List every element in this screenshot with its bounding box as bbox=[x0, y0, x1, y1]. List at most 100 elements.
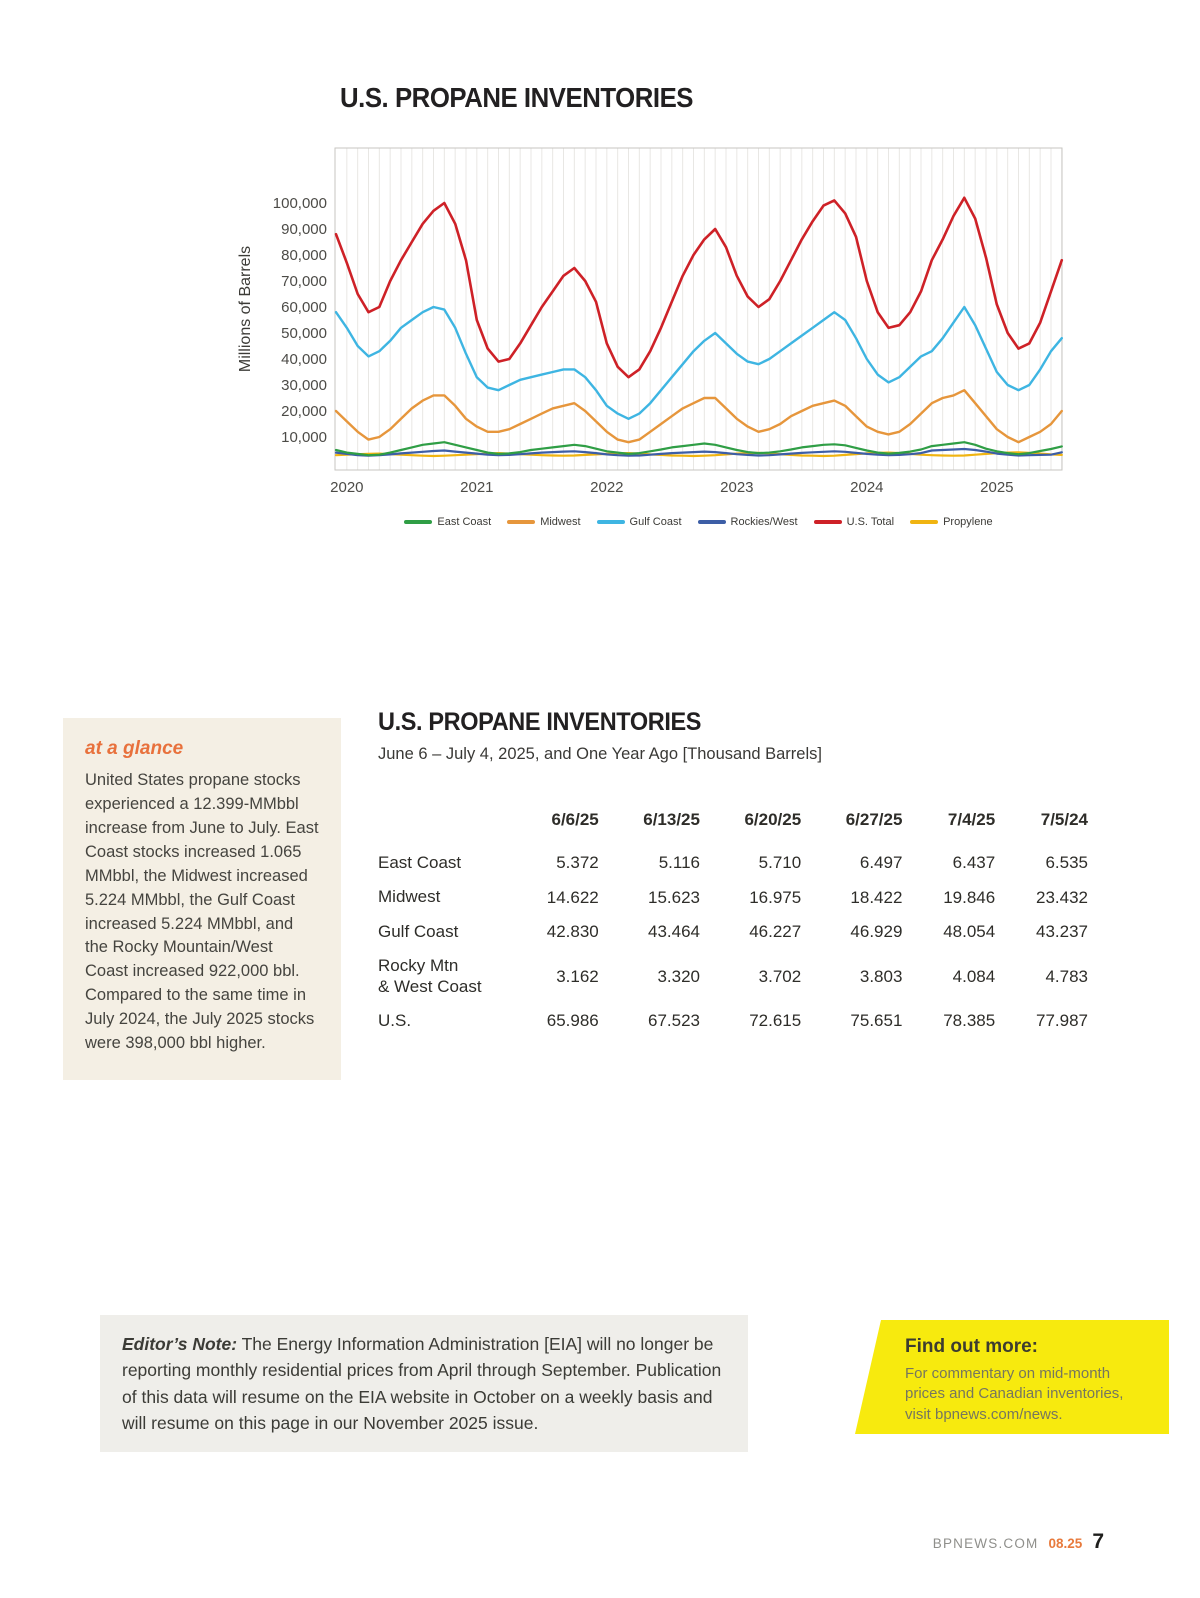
table-cell: 5.116 bbox=[658, 853, 700, 873]
editors-note-box: Editor’s Note: The Energy Information Ad… bbox=[100, 1315, 748, 1452]
table-cell: 4.783 bbox=[1045, 966, 1088, 986]
table-cell: 5.372 bbox=[556, 853, 599, 873]
table-row-label: Gulf Coast bbox=[378, 921, 459, 941]
at-a-glance-box: at a glance United States propane stocks… bbox=[63, 718, 341, 1081]
table-row: Rocky Mtn & West Coast 3.162 3.320 3.702 3.8… bbox=[378, 949, 1088, 1004]
table-row: Gulf Coast 42.830 43.464 46.227 46.929 48.054… bbox=[378, 915, 1088, 949]
table-row-label: Rocky Mtn & West Coast bbox=[378, 956, 482, 996]
series-line-east-coast bbox=[334, 441, 1063, 457]
table-cell: 46.929 bbox=[850, 921, 903, 941]
table-cell: 23.432 bbox=[1036, 887, 1088, 907]
y-axis-tick-label: 80,000 bbox=[281, 247, 327, 264]
y-axis-tick-label: 60,000 bbox=[281, 299, 327, 316]
y-axis-tick-label: 100,000 bbox=[273, 195, 327, 212]
table-cell: 42.830 bbox=[546, 921, 599, 941]
table-cell: 43.237 bbox=[1036, 921, 1088, 941]
legend-swatch bbox=[404, 520, 433, 524]
editors-note-text: The Energy Information Administration [E… bbox=[122, 1334, 722, 1433]
table-cell: 3.162 bbox=[556, 966, 599, 986]
chart-legend: East Coast Midwest Gulf Coast Rockies/West U… bbox=[335, 516, 1062, 528]
legend-item: East Coast bbox=[404, 516, 491, 528]
chart-title: U.S. PROPANE INVENTORIES bbox=[340, 82, 694, 113]
legend-label: Rockies/West bbox=[730, 516, 798, 528]
table-column-header: 7/5/24 bbox=[1040, 810, 1088, 829]
y-axis-tick-label: 70,000 bbox=[281, 273, 327, 290]
table-cell: 6.437 bbox=[952, 853, 996, 873]
series-line-midwest bbox=[334, 389, 1063, 444]
at-a-glance-body: United States propane stocks experienced… bbox=[85, 771, 319, 1053]
series-line-rockies-west bbox=[334, 447, 1063, 457]
table-cell: 3.702 bbox=[758, 966, 802, 986]
inventory-table: 6/6/25 6/13/25 6/20/25 6/27/25 7/4/25 7/5/24 E… bbox=[378, 810, 1088, 1038]
table-header-row: 6/6/25 6/13/25 6/20/25 6/27/25 7/4/25 7/5/24 bbox=[378, 810, 1089, 846]
y-axis-tick-label: 20,000 bbox=[281, 403, 327, 420]
table-cell: 6.535 bbox=[1045, 853, 1088, 873]
table-column-header: 7/4/25 bbox=[947, 810, 996, 829]
legend-label: Propylene bbox=[943, 516, 993, 528]
table-cell: 78.385 bbox=[943, 1011, 996, 1031]
x-axis-tick-label: 2021 bbox=[460, 479, 493, 496]
table-cell: 5.710 bbox=[758, 853, 802, 873]
table-row-label: Midwest bbox=[378, 887, 441, 907]
legend-item: U.S. Total bbox=[813, 516, 895, 528]
table-row-label: East Coast bbox=[378, 853, 462, 872]
table-cell: 48.054 bbox=[943, 921, 996, 941]
legend-label: U.S. Total bbox=[846, 516, 895, 528]
footer-page-number: 7 bbox=[1092, 1530, 1104, 1553]
table-column-header: 6/13/25 bbox=[643, 810, 700, 829]
y-axis-tick-label: 50,000 bbox=[281, 325, 327, 342]
series-line-propylene bbox=[334, 451, 1063, 458]
legend-item: Propylene bbox=[910, 516, 993, 528]
chart-canvas: 100,000 90,000 80,000 70,000 60,000 50,000 40,… bbox=[237, 147, 1064, 496]
series-line-u-s-total bbox=[334, 196, 1064, 379]
footer-site-name: BPNEWS.COM bbox=[932, 1536, 1039, 1551]
propane-inventory-chart: 100,000 90,000 80,000 70,000 60,000 50,000 40,… bbox=[230, 140, 1080, 502]
table-cell: 15.623 bbox=[647, 887, 700, 907]
y-axis-tick-label: 40,000 bbox=[281, 351, 327, 368]
find-out-more-inner: Find out more: For commentary on mid-mon… bbox=[855, 1320, 1169, 1425]
table-row: Midwest 14.622 15.623 16.975 18.422 19.846 23.… bbox=[378, 880, 1088, 914]
legend-label: Midwest bbox=[540, 516, 581, 528]
table-cell: 75.651 bbox=[850, 1011, 903, 1031]
legend-swatch bbox=[813, 520, 842, 524]
legend-swatch bbox=[910, 520, 939, 524]
table-cell: 65.986 bbox=[546, 1011, 599, 1031]
table-cell: 16.975 bbox=[749, 887, 802, 907]
x-axis-tick-label: 2022 bbox=[590, 479, 623, 496]
table-column-header: 6/6/25 bbox=[551, 810, 599, 829]
table-cell: 19.846 bbox=[943, 887, 996, 907]
x-axis-tick-label: 2023 bbox=[720, 479, 753, 496]
y-axis-tick-label: 90,000 bbox=[281, 221, 327, 238]
table-cell: 3.320 bbox=[657, 966, 700, 986]
table-corner-cell bbox=[378, 810, 506, 846]
legend-label: Gulf Coast bbox=[629, 516, 682, 528]
table-cell: 4.084 bbox=[952, 966, 996, 986]
y-axis-title: Millions of Barrels bbox=[237, 246, 254, 372]
table-cell: 3.803 bbox=[859, 966, 903, 986]
legend-swatch bbox=[507, 520, 536, 524]
table-cell: 72.615 bbox=[749, 1011, 802, 1031]
table-row-label: U.S. bbox=[378, 1010, 412, 1030]
at-a-glance-title: at a glance bbox=[85, 738, 184, 759]
editors-note-label: Editor’s Note: bbox=[122, 1334, 238, 1354]
table-cell: 14.622 bbox=[546, 887, 599, 907]
table-cell: 6.497 bbox=[859, 853, 903, 873]
table-cell: 46.227 bbox=[749, 921, 802, 941]
footer-issue-date: 08.25 bbox=[1048, 1536, 1083, 1551]
y-axis-tick-label: 30,000 bbox=[281, 377, 327, 394]
page-footer: BPNEWS.COM 08.25 7 bbox=[933, 1530, 1104, 1554]
table-cell: 18.422 bbox=[850, 887, 903, 907]
legend-item: Rockies/West bbox=[697, 516, 798, 528]
legend-swatch bbox=[596, 520, 625, 524]
x-axis-tick-label: 2020 bbox=[330, 479, 363, 496]
table-column-header: 6/20/25 bbox=[744, 810, 802, 829]
table-column-header: 6/27/25 bbox=[845, 810, 903, 829]
x-axis-tick-label: 2025 bbox=[980, 479, 1013, 496]
find-out-more-title: Find out more: bbox=[905, 1336, 1038, 1357]
table-row: East Coast 5.372 5.116 5.710 6.497 6.437 6.535 bbox=[378, 846, 1088, 880]
x-axis-tick-label: 2024 bbox=[850, 479, 883, 496]
find-out-more-body: For commentary on mid-month prices and C… bbox=[905, 1365, 1124, 1423]
table-section-title: U.S. PROPANE INVENTORIES bbox=[378, 708, 702, 736]
table-cell: 43.464 bbox=[647, 921, 700, 941]
